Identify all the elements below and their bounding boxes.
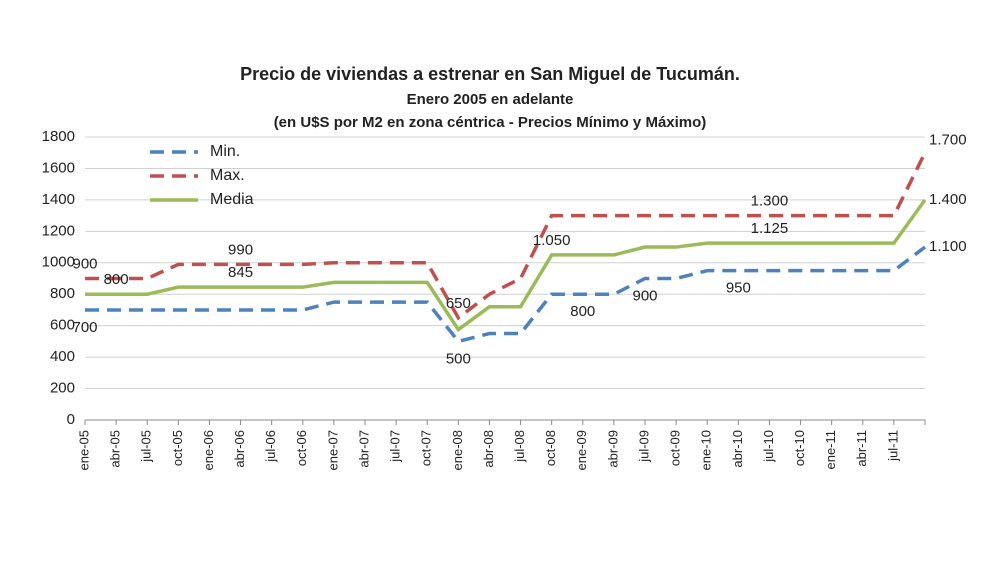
x-tick-label: ene-07 [325, 430, 340, 470]
x-tick-label: ene-08 [450, 430, 465, 470]
data-label: 800 [570, 303, 595, 320]
y-tick-label: 1800 [42, 128, 75, 145]
x-tick-label: oct-09 [668, 430, 683, 466]
y-tick-label: 800 [50, 285, 75, 302]
x-tick-label: jul-10 [761, 430, 776, 463]
data-label: 500 [446, 350, 471, 367]
y-tick-label: 200 [50, 380, 75, 397]
data-label: 650 [446, 295, 471, 312]
y-tick-label: 1200 [42, 222, 75, 239]
x-tick-label: abr-05 [108, 430, 123, 468]
data-label: 900 [632, 287, 657, 304]
data-label: 1.050 [533, 232, 571, 249]
y-tick-label: 1400 [42, 191, 75, 208]
data-label: 1.400 [929, 191, 967, 208]
x-tick-label: abr-07 [356, 430, 371, 468]
data-label: 1.125 [751, 220, 789, 237]
x-tick-label: oct-06 [294, 430, 309, 466]
y-tick-label: 400 [50, 348, 75, 365]
x-tick-label: jul-05 [139, 430, 154, 463]
data-label: 800 [104, 271, 129, 288]
y-tick-label: 1000 [42, 254, 75, 271]
data-label: 700 [72, 319, 97, 336]
data-label: 845 [228, 264, 253, 281]
data-label: 900 [72, 255, 97, 272]
x-tick-label: jul-09 [636, 430, 651, 463]
data-label: 1.700 [929, 132, 967, 149]
x-tick-label: jul-07 [388, 430, 403, 463]
x-tick-label: abr-08 [481, 430, 496, 468]
legend-label: Min. [210, 143, 240, 160]
x-tick-label: abr-09 [605, 430, 620, 468]
x-tick-label: abr-10 [730, 430, 745, 468]
x-tick-label: jul-08 [512, 430, 527, 463]
series-line [85, 245, 927, 344]
data-label: 1.100 [929, 238, 967, 255]
x-tick-label: oct-08 [543, 430, 558, 466]
legend-label: Media [210, 191, 254, 208]
y-tick-label: 1600 [42, 159, 75, 176]
chart-subtitle: (en U$S por M2 en zona céntrica - Precio… [274, 114, 707, 131]
series-line [85, 198, 927, 333]
y-tick-label: 600 [50, 317, 75, 334]
series-line [85, 151, 927, 321]
data-label: 990 [228, 241, 253, 258]
y-tick-label: 0 [67, 411, 75, 428]
x-tick-label: oct-05 [170, 430, 185, 466]
chart-subtitle: Enero 2005 en adelante [407, 91, 574, 108]
x-tick-label: jul-11 [885, 430, 900, 462]
data-label: 950 [726, 280, 751, 297]
chart-title: Precio de viviendas a estrenar en San Mi… [240, 64, 740, 84]
x-tick-label: ene-06 [201, 430, 216, 470]
legend-label: Max. [210, 167, 245, 184]
x-tick-label: ene-09 [574, 430, 589, 470]
x-tick-label: oct-10 [792, 430, 807, 466]
x-tick-label: ene-11 [823, 430, 838, 470]
x-tick-label: ene-05 [76, 430, 91, 470]
x-tick-label: oct-07 [419, 430, 434, 466]
data-label: 1.300 [751, 193, 789, 210]
x-tick-label: jul-06 [263, 430, 278, 463]
x-tick-label: ene-10 [699, 430, 714, 470]
x-tick-label: abr-11 [854, 430, 869, 467]
x-tick-label: abr-06 [232, 430, 247, 468]
